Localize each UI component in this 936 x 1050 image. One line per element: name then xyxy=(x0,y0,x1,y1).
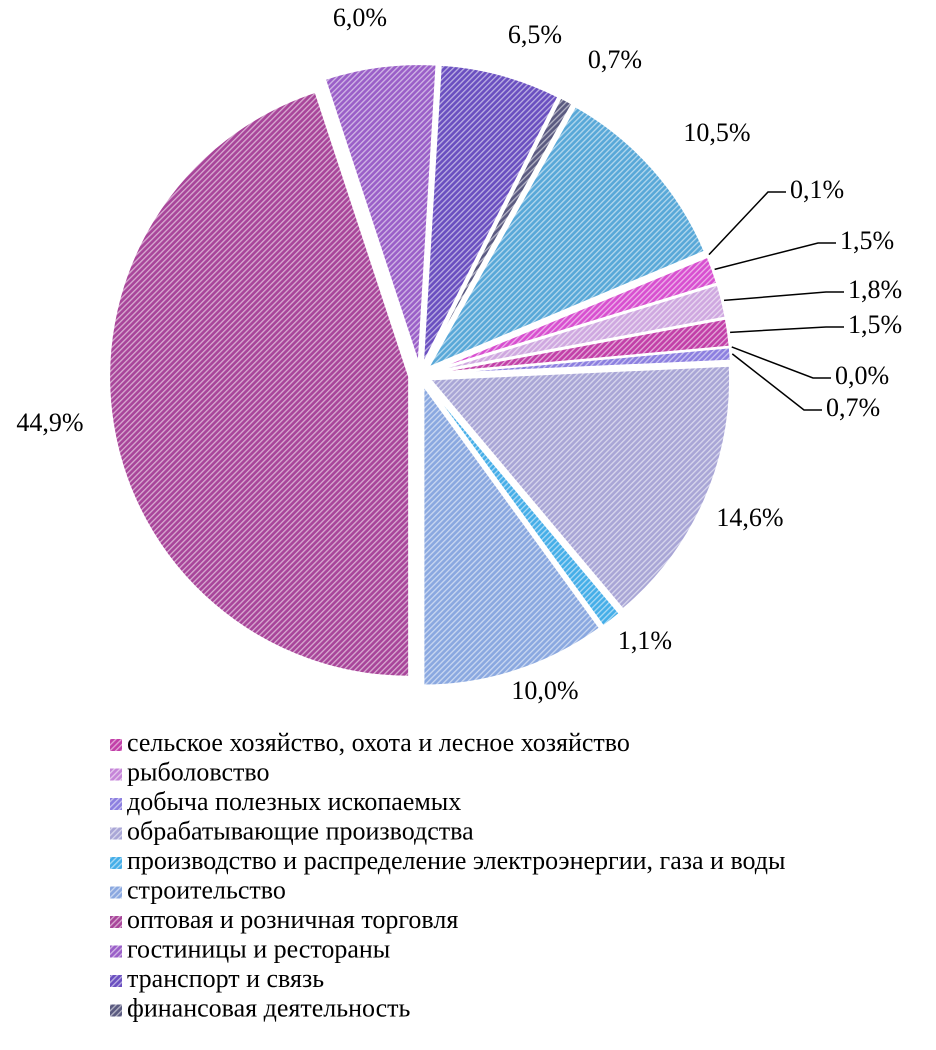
leader-line xyxy=(731,353,822,411)
data-label: 1,1% xyxy=(618,626,672,655)
data-label: 0,7% xyxy=(826,393,880,422)
legend-label: сельское хозяйство, охота и лесное хозяй… xyxy=(127,728,630,757)
legend-marker xyxy=(110,827,122,840)
pie-slice xyxy=(424,96,574,366)
legend-marker xyxy=(110,857,122,869)
legend-label: производство и распределение электроэнер… xyxy=(127,846,786,875)
data-label: 0,7% xyxy=(588,45,642,74)
legend-label: гостиницы и рестораны xyxy=(127,934,390,963)
data-label: 1,8% xyxy=(848,275,902,304)
legend-marker xyxy=(110,945,122,958)
data-label: 6,5% xyxy=(508,20,562,49)
pie-slice xyxy=(422,382,602,687)
legend-marker xyxy=(110,798,122,810)
pie-slice xyxy=(425,104,707,370)
legend-label: обрабатывающие производства xyxy=(127,816,474,845)
legend-label: рыболовство xyxy=(127,757,269,786)
pie-slice xyxy=(430,283,727,374)
leader-line xyxy=(714,242,836,271)
data-label: 10,5% xyxy=(683,118,750,147)
pie-slice xyxy=(108,90,411,678)
leader-line xyxy=(723,291,844,302)
legend-marker xyxy=(110,1004,122,1017)
leader-line xyxy=(730,326,844,334)
pie-slice xyxy=(421,63,560,365)
legend-label: финансовая деятельность xyxy=(127,993,411,1022)
legend-label: добыча полезных ископаемых xyxy=(127,787,461,816)
data-label: 0,0% xyxy=(835,361,889,390)
legend-marker xyxy=(110,768,122,781)
data-label: 6,0% xyxy=(333,3,387,32)
data-label: 1,5% xyxy=(840,226,894,255)
pie-slice xyxy=(425,383,622,628)
pie-slice xyxy=(430,346,732,376)
legend-label: оптовая и розничная торговля xyxy=(127,905,458,934)
legend-marker xyxy=(110,739,122,751)
legend-marker xyxy=(110,916,122,928)
data-label: 44,9% xyxy=(16,408,83,437)
leader-line xyxy=(708,191,786,256)
pie-slice xyxy=(429,255,719,373)
pie-slice xyxy=(323,63,438,365)
data-label: 14,6% xyxy=(716,503,783,532)
legend-marker xyxy=(110,886,122,899)
data-label: 10,0% xyxy=(511,676,578,705)
legend-marker xyxy=(110,975,122,987)
data-label: 1,5% xyxy=(848,310,902,339)
pie-slice xyxy=(428,364,732,611)
legend-label: транспорт и связь xyxy=(127,964,324,993)
data-label: 0,1% xyxy=(790,175,844,204)
legend-label: строительство xyxy=(127,875,286,904)
leader-line xyxy=(731,346,831,379)
